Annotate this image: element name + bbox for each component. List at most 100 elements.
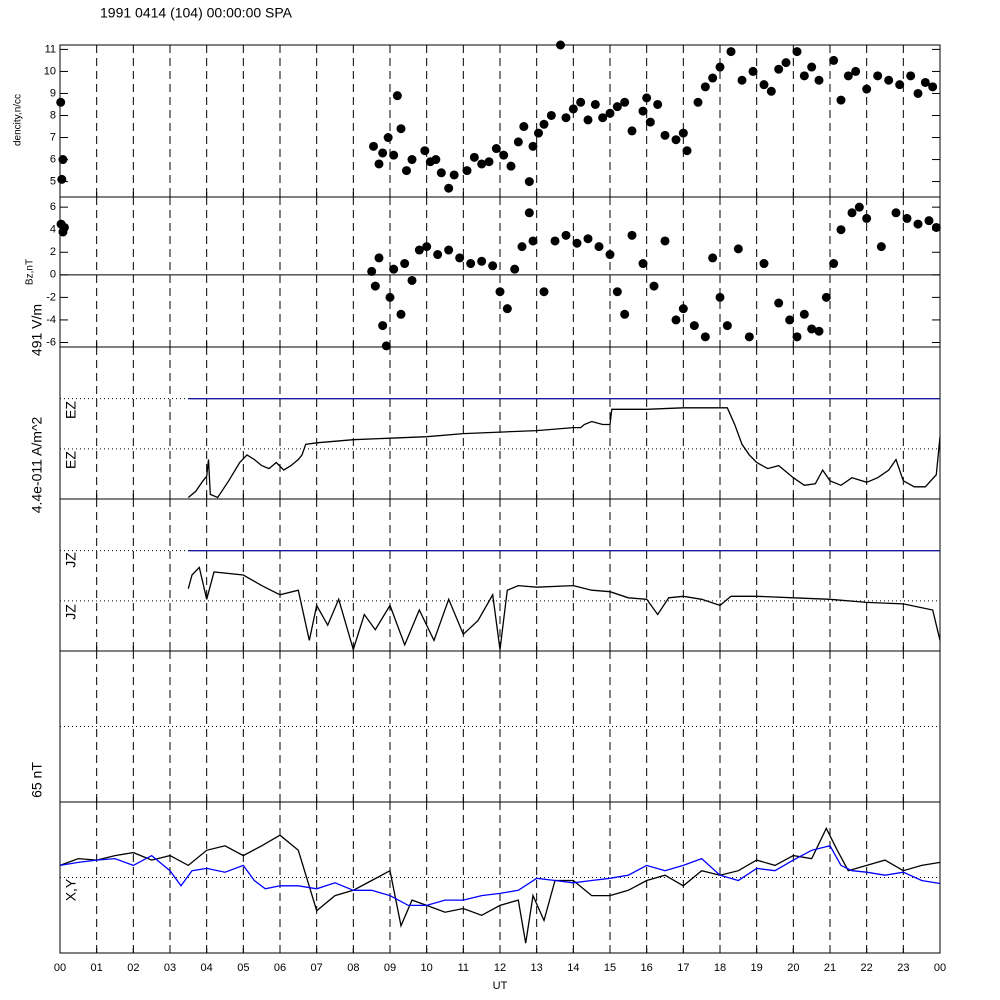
y-tick-label: 5	[50, 175, 56, 187]
x-tick-label: 20	[787, 962, 799, 974]
data-point	[807, 62, 817, 72]
x-tick-label: 22	[861, 962, 873, 974]
data-point	[733, 244, 743, 254]
y-axis-label: 4.4e-011 A/m^2	[29, 416, 45, 513]
y-tick-label: 7	[50, 131, 56, 143]
data-point	[682, 146, 692, 156]
data-point	[876, 242, 886, 252]
data-point	[928, 82, 938, 92]
x-tick-label: 16	[641, 962, 653, 974]
data-point	[383, 133, 393, 143]
data-point	[517, 242, 527, 252]
data-point	[381, 341, 391, 351]
data-point	[524, 177, 534, 187]
data-point	[627, 230, 637, 240]
data-point	[400, 259, 410, 269]
data-point	[660, 130, 670, 140]
data-point	[546, 110, 556, 120]
data-point	[748, 66, 758, 76]
data-point	[843, 71, 853, 81]
chart-title: 1991 0414 (104) 00:00:00 SPA	[100, 5, 293, 21]
data-point	[854, 202, 864, 212]
data-point	[891, 208, 901, 218]
data-point	[389, 264, 399, 274]
data-point	[821, 292, 831, 302]
data-point	[374, 253, 384, 263]
data-point	[431, 155, 441, 165]
data-point	[766, 86, 776, 96]
data-point	[799, 71, 809, 81]
x-tick-label: 07	[311, 962, 323, 974]
data-point	[561, 113, 571, 123]
y-tick-label: -6	[46, 336, 56, 348]
x-tick-label: 05	[237, 962, 249, 974]
data-point	[931, 222, 941, 232]
y-axis-label: dencity,n/cc	[13, 94, 24, 146]
data-point	[444, 245, 454, 255]
data-point	[693, 97, 703, 107]
y-tick-label: 8	[50, 109, 56, 121]
data-point	[506, 161, 516, 171]
data-point	[534, 128, 543, 138]
data-point	[759, 259, 769, 269]
data-point	[502, 304, 512, 314]
data-point	[649, 281, 659, 291]
data-point	[539, 119, 549, 129]
data-point	[367, 266, 377, 276]
data-point	[906, 71, 916, 81]
panel-frame	[59, 346, 941, 500]
x-tick-label: 18	[714, 962, 726, 974]
data-point	[873, 71, 883, 81]
data-point	[660, 236, 670, 246]
data-point	[444, 183, 454, 193]
x-tick-label: 13	[531, 962, 543, 974]
data-point	[737, 75, 747, 85]
x-tick-label: 00	[934, 962, 946, 974]
data-point	[495, 287, 505, 297]
data-point	[642, 93, 652, 103]
x-tick-label: 02	[127, 962, 139, 974]
data-point	[385, 292, 395, 302]
data-point	[759, 80, 769, 90]
data-point	[814, 326, 824, 336]
data-point	[645, 117, 655, 127]
data-point	[455, 253, 465, 263]
y-axis-label: 491 V/m	[29, 304, 45, 356]
data-point	[792, 47, 802, 57]
data-point	[513, 137, 523, 147]
data-point	[924, 216, 934, 226]
data-point	[671, 315, 681, 325]
data-point	[605, 108, 615, 118]
data-point	[402, 166, 411, 176]
data-line	[187, 566, 941, 652]
y-tick-label: 2	[50, 246, 56, 258]
data-point	[726, 47, 736, 57]
data-point	[519, 122, 529, 132]
data-point	[700, 82, 710, 92]
data-point	[528, 141, 538, 151]
data-point	[799, 309, 809, 319]
data-point	[638, 259, 648, 269]
data-point	[58, 155, 68, 165]
data-point	[774, 64, 784, 74]
data-point	[913, 219, 923, 229]
data-point	[407, 275, 417, 285]
data-point	[499, 150, 509, 160]
data-point	[744, 332, 754, 342]
x-tick-label: 10	[421, 962, 433, 974]
data-point	[550, 236, 560, 246]
data-point	[420, 146, 430, 156]
data-point	[627, 126, 637, 136]
data-point	[561, 230, 571, 240]
data-point	[466, 259, 476, 269]
data-point	[583, 234, 593, 244]
y-tick-label: 10	[44, 65, 56, 77]
data-point	[396, 124, 406, 134]
x-tick-label: 19	[751, 962, 763, 974]
x-tick-label: 06	[274, 962, 286, 974]
y-axis-label: EZ	[63, 401, 79, 419]
y-tick-label: 6	[50, 153, 56, 165]
x-tick-label: 11	[458, 962, 469, 974]
data-point	[576, 97, 586, 107]
data-point	[433, 250, 443, 260]
